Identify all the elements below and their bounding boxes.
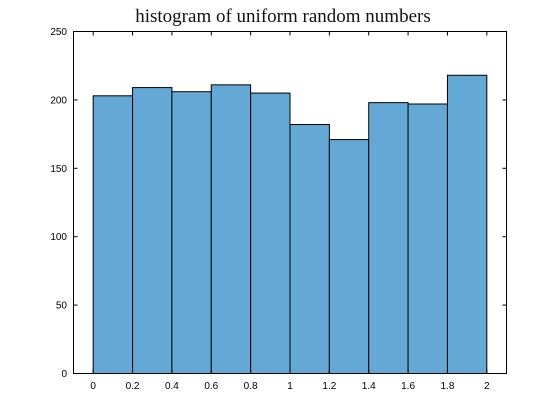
y-tick-label: 0: [61, 369, 67, 380]
histogram-bar: [171, 91, 212, 374]
y-tick-label: 250: [50, 27, 67, 38]
y-tick-label: 150: [50, 164, 67, 175]
x-tick-label: 1: [287, 381, 293, 392]
chart-title: histogram of uniform random numbers: [135, 6, 431, 27]
axis-ticks: [73, 31, 507, 374]
x-tick-label: 1.6: [401, 381, 415, 392]
x-tick-label: 1.4: [362, 381, 376, 392]
x-axis-tick-labels: 0 0.2 0.4 0.6 0.8 1 1.2 1.4 1.6 1.8 2: [90, 381, 490, 392]
histogram-bar: [368, 102, 409, 374]
histogram-bar: [250, 92, 291, 374]
histogram-bar: [328, 139, 370, 374]
y-axis-tick-labels: 0 50 100 150 200 250: [50, 27, 67, 380]
x-tick-label: 0.2: [126, 381, 140, 392]
y-tick-label: 100: [50, 232, 67, 243]
x-tick-label: 0.6: [204, 381, 218, 392]
histogram-bar: [407, 103, 448, 374]
x-tick-label: 0: [90, 381, 96, 392]
x-tick-label: 0.4: [165, 381, 179, 392]
histogram-bar: [289, 124, 330, 374]
histogram-bars: [92, 74, 488, 375]
histogram-bar: [132, 87, 173, 374]
histogram-bar: [92, 95, 134, 375]
x-tick-label: 1.8: [441, 381, 455, 392]
y-tick-label: 50: [56, 301, 68, 312]
x-tick-label: 1.2: [322, 381, 336, 392]
x-tick-label: 2: [484, 381, 490, 392]
x-tick-label: 0.8: [244, 381, 258, 392]
histogram-bar: [446, 74, 488, 374]
y-tick-label: 200: [50, 95, 67, 106]
histogram-bar: [210, 84, 252, 374]
axes-box: [73, 31, 507, 374]
